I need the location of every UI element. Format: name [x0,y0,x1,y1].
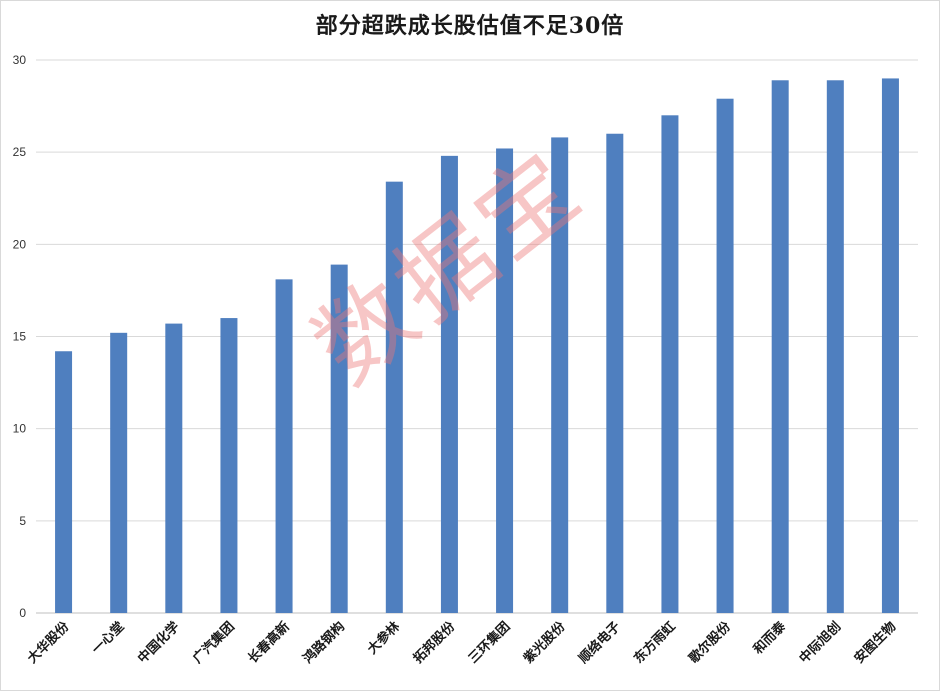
bar [55,351,73,613]
y-tick-label: 5 [19,514,26,528]
x-tick-label: 拓邦股份 [410,618,459,667]
bar [220,318,238,613]
x-tick-label: 大华股份 [24,618,73,667]
x-tick-label: 鸿路钢构 [300,619,348,667]
x-tick-label: 歌尔股份 [686,618,735,667]
bar [551,137,569,614]
bar [826,80,844,613]
y-tick-label: 0 [19,606,26,620]
y-tick-label: 30 [13,53,27,67]
chart-title: 部分超跌成长股估值不足30倍 [315,13,625,39]
x-tick-label: 大参林 [364,619,403,658]
x-tick-label: 长春高新 [245,619,293,667]
x-tick-label: 东方雨虹 [631,619,679,667]
bar [496,148,514,614]
x-tick-label: 三环集团 [465,619,513,667]
y-tick-label: 15 [13,330,27,344]
y-tick-label: 10 [13,422,27,436]
bar [440,155,458,613]
x-tick-label: 一心堂 [89,619,128,658]
bar [330,264,348,613]
x-tick-label: 中际旭创 [796,619,844,667]
bar [661,115,679,614]
bar [110,332,128,613]
bar [881,78,899,613]
bar [275,279,293,613]
y-tick-label: 20 [13,237,27,251]
x-tick-label: 中国化学 [135,619,183,667]
x-tick-label: 紫光股份 [520,618,569,667]
y-tick-label: 25 [13,145,27,159]
bar [385,181,403,613]
bar [165,323,183,613]
bar [771,80,789,613]
x-tick-label: 广汽集团 [190,619,238,667]
x-tick-label: 和而泰 [750,618,790,658]
x-tick-label: 安图生物 [851,619,899,667]
bar [716,98,734,613]
x-tick-label: 顺络电子 [576,619,624,667]
bar [606,133,624,613]
